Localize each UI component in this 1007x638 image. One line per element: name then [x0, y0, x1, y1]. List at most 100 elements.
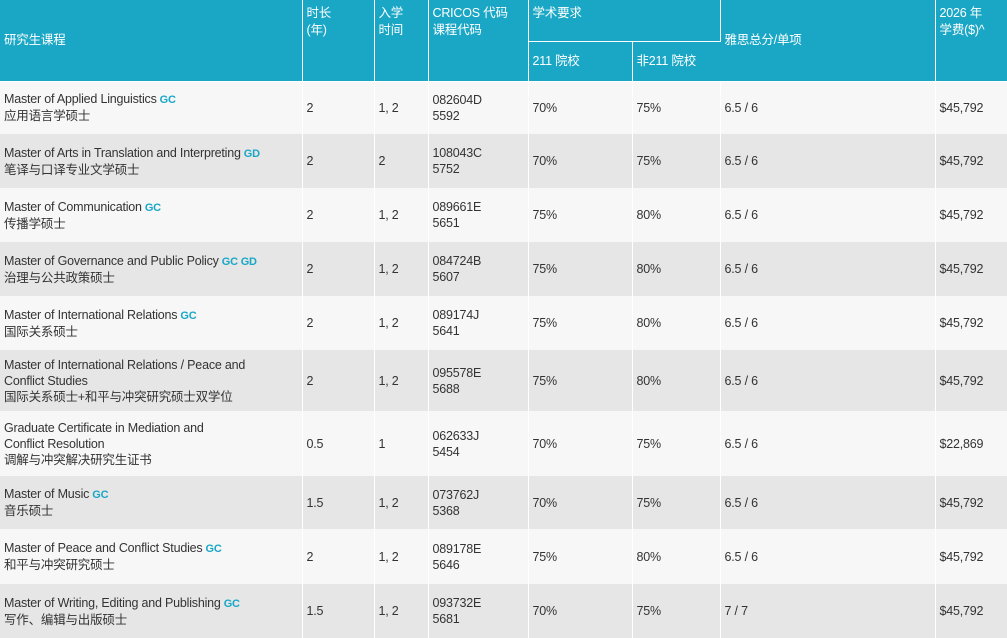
- fee-cell: $45,792: [935, 584, 1007, 638]
- cricos-cell: 089178E 5646: [428, 529, 529, 584]
- header-ielts: 雅思总分/单项: [720, 0, 936, 82]
- fee-cell: $45,792: [935, 81, 1007, 134]
- header-duration: 时长 (年): [302, 0, 375, 82]
- ielts-cell: 6.5 / 6: [720, 529, 936, 584]
- req-non211-cell: 80%: [632, 529, 721, 584]
- course-cell: Master of Arts in Translation and Interp…: [0, 134, 303, 188]
- ielts-cell: 6.5 / 6: [720, 188, 936, 242]
- course-tag: GC: [92, 489, 109, 501]
- req-211-cell: 75%: [528, 242, 633, 296]
- cricos-cell: 089661E 5651: [428, 188, 529, 242]
- ielts-cell: 6.5 / 6: [720, 134, 936, 188]
- req-non211-cell: 80%: [632, 188, 721, 242]
- req-non211-cell: 75%: [632, 134, 721, 188]
- duration-cell: 2: [302, 134, 375, 188]
- course-tag: GC: [180, 309, 197, 322]
- req-211-cell: 75%: [528, 529, 633, 584]
- course-cell: Master of International Relations GC 国际关系硕…: [0, 296, 303, 350]
- course-tag: GD: [243, 147, 260, 160]
- header-intake: 入学 时间: [374, 0, 429, 82]
- header-211: 211 院校: [528, 41, 633, 82]
- req-non211-cell: 75%: [632, 411, 721, 476]
- ielts-cell: 6.5 / 6: [720, 296, 936, 350]
- duration-cell: 2: [302, 81, 375, 134]
- cricos-cell: 082604D 5592: [428, 81, 529, 134]
- cricos-cell: 108043C 5752: [428, 134, 529, 188]
- req-non211-cell: 80%: [632, 350, 721, 411]
- duration-cell: 0.5: [302, 411, 375, 476]
- req-non211-cell: 75%: [632, 81, 721, 134]
- req-non211-cell: 80%: [632, 296, 721, 350]
- table-row: Master of Writing, Editing and Publishin…: [0, 584, 1007, 638]
- req-211-cell: 70%: [528, 134, 633, 188]
- ielts-cell: 6.5 / 6: [720, 242, 936, 296]
- course-cell: Master of International Relations / Peac…: [0, 350, 303, 411]
- duration-cell: 2: [302, 242, 375, 296]
- duration-cell: 2: [302, 296, 375, 350]
- fee-cell: $45,792: [935, 476, 1007, 529]
- duration-cell: 1.5: [302, 584, 375, 638]
- duration-cell: 1.5: [302, 476, 375, 529]
- header-course: 研究生课程: [0, 0, 303, 82]
- course-tag: GC: [205, 543, 222, 555]
- fee-cell: $45,792: [935, 134, 1007, 188]
- table-row: Master of Arts in Translation and Interp…: [0, 134, 1007, 188]
- duration-cell: 2: [302, 188, 375, 242]
- req-non211-cell: 75%: [632, 584, 721, 638]
- table-row: Master of Peace and Conflict Studies GC 和平…: [0, 529, 1007, 584]
- header-fee: 2026 年学费($)^: [935, 0, 1007, 82]
- header-cricos: CRICOS 代码 课程代码: [428, 0, 529, 82]
- course-tag: GC GD: [221, 255, 257, 268]
- fee-cell: $45,792: [935, 242, 1007, 296]
- course-cell: Master of Peace and Conflict Studies GC 和平…: [0, 529, 303, 584]
- req-211-cell: 75%: [528, 350, 633, 411]
- cricos-cell: 093732E 5681: [428, 584, 529, 638]
- cricos-cell: 062633J 5454: [428, 411, 529, 476]
- req-211-cell: 70%: [528, 584, 633, 638]
- req-non211-cell: 80%: [632, 242, 721, 296]
- intake-cell: 1, 2: [374, 476, 429, 529]
- cricos-cell: 073762J 5368: [428, 476, 529, 529]
- cricos-cell: 095578E 5688: [428, 350, 529, 411]
- course-tag: GC: [159, 94, 176, 107]
- ielts-cell: 6.5 / 6: [720, 411, 936, 476]
- duration-cell: 2: [302, 529, 375, 584]
- ielts-cell: 6.5 / 6: [720, 81, 936, 134]
- course-cell: Graduate Certificate in Mediation and Con…: [0, 411, 303, 476]
- intake-cell: 1, 2: [374, 350, 429, 411]
- table-row: Master of International Relations / Peac…: [0, 350, 1007, 411]
- req-211-cell: 70%: [528, 476, 633, 529]
- req-211-cell: 70%: [528, 81, 633, 134]
- table-row: Master of International Relations GC 国际关系硕…: [0, 296, 1007, 350]
- fee-cell: $45,792: [935, 188, 1007, 242]
- course-cell: Master of Communication GC 传播学硕士: [0, 188, 303, 242]
- table-row: Master of Music GC 音乐硕士 1.5 1, 2 073762J 53…: [0, 476, 1007, 529]
- ielts-cell: 7 / 7: [720, 584, 936, 638]
- course-tag: GC: [223, 597, 240, 610]
- header-non211: 非211 院校: [632, 41, 721, 82]
- intake-cell: 1, 2: [374, 529, 429, 584]
- intake-cell: 1, 2: [374, 296, 429, 350]
- req-211-cell: 75%: [528, 296, 633, 350]
- course-cell: Master of Applied Linguistics GC 应用语言学硕士: [0, 81, 303, 134]
- fee-cell: $45,792: [935, 529, 1007, 584]
- ielts-cell: 6.5 / 6: [720, 350, 936, 411]
- intake-cell: 1, 2: [374, 584, 429, 638]
- req-non211-cell: 75%: [632, 476, 721, 529]
- table-row: Graduate Certificate in Mediation and Con…: [0, 411, 1007, 476]
- ielts-cell: 6.5 / 6: [720, 476, 936, 529]
- fee-cell: $22,869: [935, 411, 1007, 476]
- course-cell: Master of Governance and Public Policy GC…: [0, 242, 303, 296]
- fee-cell: $45,792: [935, 350, 1007, 411]
- req-211-cell: 70%: [528, 411, 633, 476]
- table-row: Master of Governance and Public Policy GC…: [0, 242, 1007, 296]
- req-211-cell: 75%: [528, 188, 633, 242]
- cricos-cell: 089174J 5641: [428, 296, 529, 350]
- course-cell: Master of Music GC 音乐硕士: [0, 476, 303, 529]
- intake-cell: 1: [374, 411, 429, 476]
- course-cell: Master of Writing, Editing and Publishin…: [0, 584, 303, 638]
- table-row: Master of Applied Linguistics GC 应用语言学硕士 2…: [0, 81, 1007, 134]
- course-tag: GC: [144, 201, 161, 214]
- intake-cell: 2: [374, 134, 429, 188]
